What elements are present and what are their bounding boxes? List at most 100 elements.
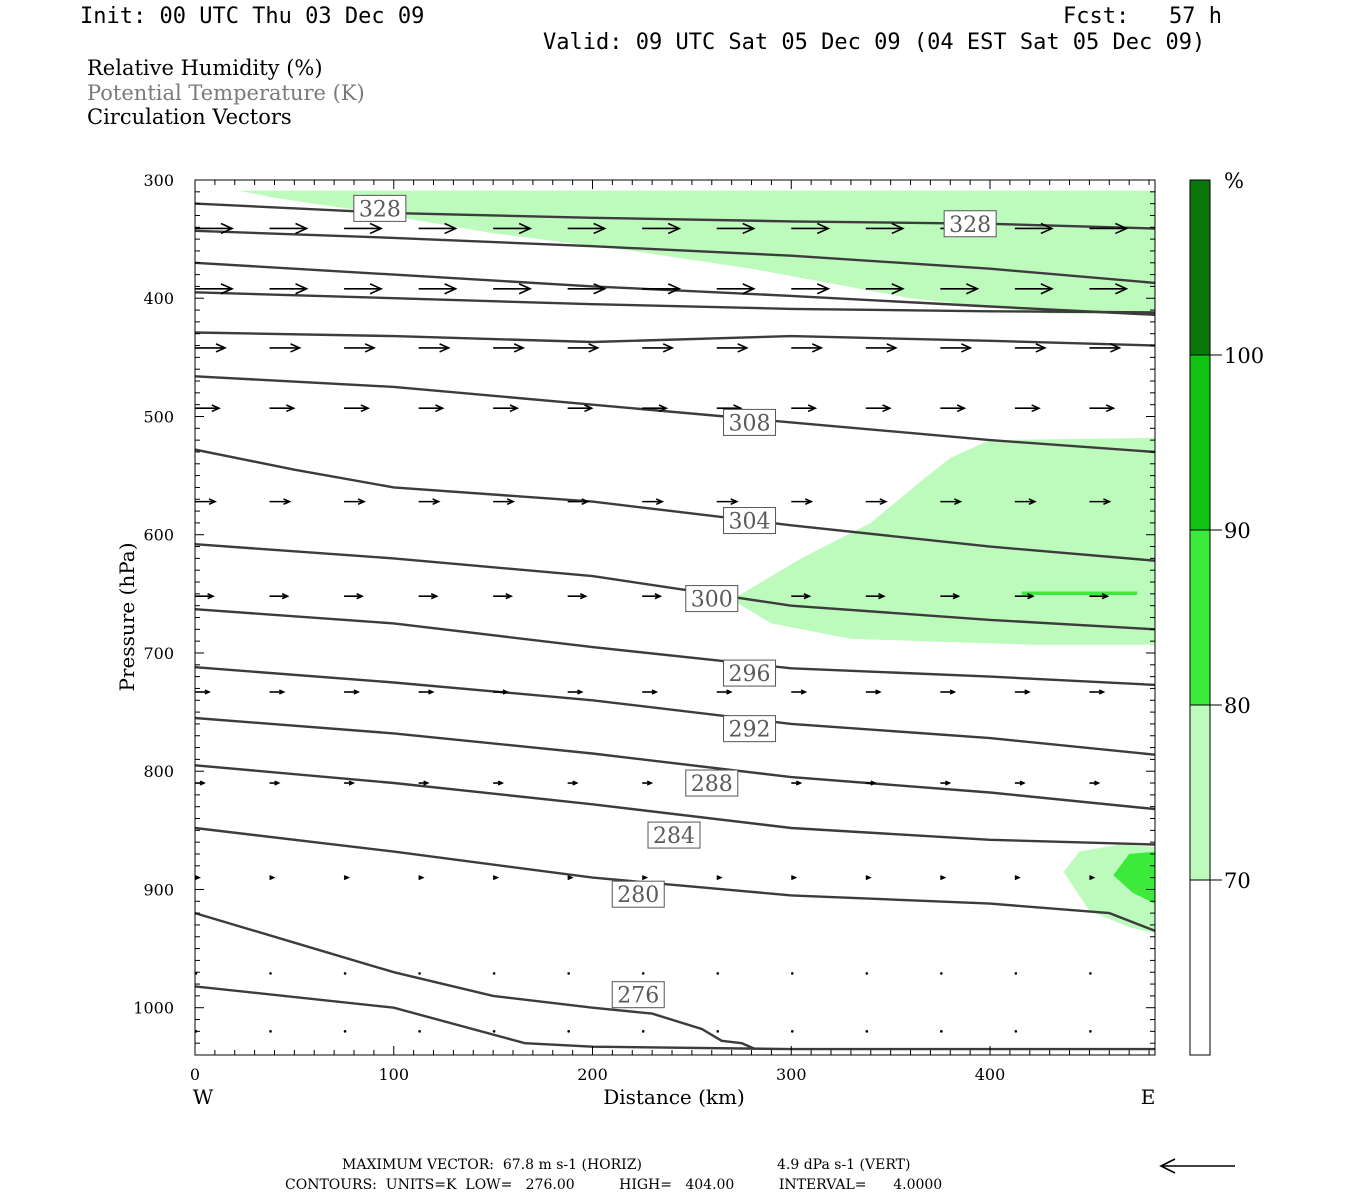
vector-head [641,875,649,881]
vector-head [803,593,812,600]
vector-dot [1014,972,1018,975]
vector-head [435,404,445,413]
vector-head [572,780,579,786]
vector-head [584,404,594,413]
vector-head [1094,780,1101,786]
vector-dot [1089,972,1092,975]
y-tick-label: 400 [143,289,174,308]
x-tick-label: 300 [776,1065,807,1084]
x-tick-label: 100 [378,1065,409,1084]
vector-head [961,343,973,353]
vector-head [940,875,947,881]
vector-head [1024,689,1031,695]
vector-head [497,780,505,786]
vector-head [360,404,371,413]
vector-head [439,343,451,353]
vector-head [444,222,458,235]
vector-head [811,343,824,353]
vector-head [945,780,952,786]
y-tick-label: 700 [143,644,174,663]
vector-head [662,343,675,353]
rh-region-80-90-3 [1113,851,1155,904]
vector-head [882,404,892,413]
vector-head [369,283,384,295]
contour-label-box [647,821,701,849]
vector-head [891,283,905,295]
vector-head [1105,404,1116,413]
colorbar-level-label: 70 [1224,869,1251,893]
vector-dot [269,1030,272,1033]
theta-contour-292 [195,666,1155,756]
vector-dot [1014,1030,1018,1033]
theta-contour-1 [195,229,1155,285]
y-tick-label: 900 [143,880,174,899]
vector-head [215,343,227,353]
vector-dot [790,1030,794,1033]
vector-head [283,498,292,506]
colorbar-segment [1189,354,1211,531]
vector-head [505,593,514,600]
vector-head [274,780,281,786]
vector-head [269,875,276,881]
vector-head [804,498,814,506]
vector-head [956,404,967,413]
max-vector-horizontal: MAXIMUM VECTOR: 67.8 m s-1 (HORIZ) [342,1157,642,1173]
contour-label: 284 [653,824,695,849]
contour-label: 280 [617,883,659,908]
vector-head [492,875,500,881]
theta-contour-288 [195,716,1155,811]
theta-contour-14 [195,985,1155,1051]
theta-contour-296 [195,608,1155,687]
vector-head [667,283,682,295]
vector-head [220,222,234,235]
colorbar-level-label: 80 [1224,694,1251,718]
vector-head [1089,875,1096,881]
y-tick-label: 500 [143,407,174,426]
vector-head [506,498,516,506]
y-tick-label: 800 [143,762,174,781]
vector-head [966,283,980,295]
init-time: Init: 00 UTC Thu 03 Dec 09 [80,4,425,29]
vector-head [348,780,356,786]
vector-head [816,222,831,235]
vector-head [502,689,510,695]
vector-dot [418,1030,421,1033]
y-axis-title: Pressure (hPa) [115,543,139,692]
vector-head [952,593,961,600]
contour-label-box [611,981,665,1009]
x-axis-title: Distance (km) [603,1085,745,1109]
contour-label: 304 [729,510,771,535]
contour-label: 328 [949,213,991,238]
vector-dot [269,972,272,975]
vector-dot [1089,1030,1092,1033]
vector-head [875,689,882,695]
vector-head [655,498,665,506]
contour-label: 276 [617,984,659,1009]
vector-head [1019,780,1026,786]
contour-labels: 328 328 308 304 300 296 292 288 284 280 276 [353,194,997,1009]
vector-head [343,875,351,881]
vector-dot [865,1030,869,1033]
vector-head [886,343,898,353]
contour-info: CONTOURS: UNITS=K LOW= 276.00 HIGH= 404.… [285,1177,943,1193]
vector-head [432,498,441,506]
reference-vector-arrow-icon [1159,1158,1235,1174]
vector-head [658,404,669,413]
vector-head [295,222,309,235]
x-tick-label: 400 [975,1065,1006,1084]
vector-dot [641,1030,645,1033]
vector-head [726,689,733,695]
vector-head [1098,689,1106,695]
vector-head [730,498,739,506]
contour-label-box [685,585,739,613]
vector-dot [940,1030,943,1033]
theta-contour-276 [195,911,756,1051]
vector-head [428,689,435,695]
contour-label: 296 [729,662,771,687]
vector-head [513,343,526,353]
vector-head [654,593,663,600]
y-tick-label: 1000 [133,999,174,1018]
vector-head [878,593,886,600]
contour-label-box [723,715,777,743]
colorbar-unit-label: % [1224,169,1244,193]
